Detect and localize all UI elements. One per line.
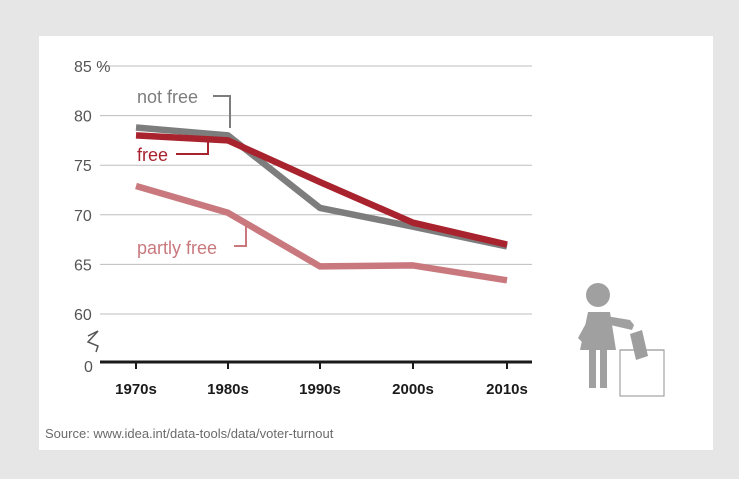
x-tick-label: 1990s <box>299 381 341 398</box>
series-label-partly-free: partly free <box>137 238 217 258</box>
series-label-free: free <box>137 145 168 165</box>
source-note: Source: www.idea.int/data-tools/data/vot… <box>45 426 334 441</box>
y-tick-label: 75 <box>74 158 92 175</box>
y-tick-label: 85 % <box>74 59 110 76</box>
y-tick-label: 0 <box>84 359 93 376</box>
y-tick-label: 70 <box>74 208 92 225</box>
series-label-not-free: not free <box>137 87 198 107</box>
series-label-leader <box>234 221 247 247</box>
x-tick-label: 1980s <box>207 381 249 398</box>
axis-break-mark <box>86 330 99 353</box>
x-tick-label: 1970s <box>115 381 157 398</box>
x-tick-label: 2000s <box>392 381 434 398</box>
y-tick-label: 65 <box>74 257 92 274</box>
y-tick-label: 80 <box>74 109 92 126</box>
y-tick-label: 60 <box>74 307 92 324</box>
x-tick-label: 2010s <box>486 381 528 398</box>
series-label-leader <box>213 95 231 128</box>
chart-frame <box>8 6 731 471</box>
series-line-partly-free <box>135 182 508 284</box>
voter-ballot-box-icon <box>578 283 665 397</box>
series-line-free <box>135 132 508 248</box>
series-label-leader <box>176 140 209 155</box>
